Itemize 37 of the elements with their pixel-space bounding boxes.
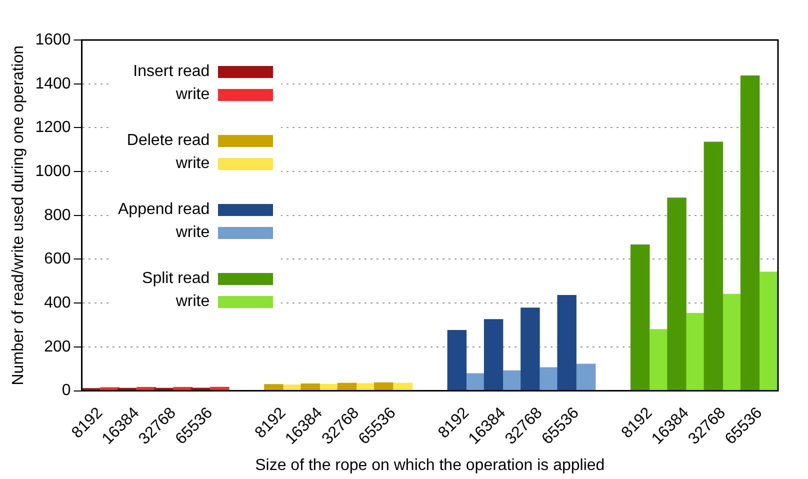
legend-label: write	[176, 224, 210, 242]
bar	[667, 198, 686, 390]
legend-label: Split read	[142, 270, 210, 288]
y-tick-label: 600	[44, 250, 71, 268]
legend-label: Insert read	[133, 62, 210, 80]
bar	[557, 294, 576, 390]
y-tick-label: 200	[44, 338, 71, 356]
legend-label: write	[176, 86, 210, 104]
y-axis-title: Number of read/write used during one operation	[10, 46, 28, 386]
bar	[393, 382, 412, 390]
bar	[740, 76, 760, 390]
y-tick-label: 800	[44, 206, 71, 224]
bar	[447, 330, 467, 390]
y-tick-label: 1000	[35, 162, 71, 180]
legend-label: write	[176, 292, 210, 310]
bar	[686, 312, 706, 390]
bar	[484, 319, 504, 390]
x-axis-title: Size of the rope on which the operation is applied	[255, 456, 605, 474]
bar	[337, 382, 357, 390]
y-tick-label: 1600	[35, 31, 71, 48]
bar	[466, 373, 486, 390]
bar	[190, 388, 210, 390]
y-tick-label: 400	[44, 294, 71, 312]
bar	[520, 308, 540, 390]
bar	[300, 384, 320, 390]
legend-label: Append read	[118, 200, 210, 218]
bar	[760, 272, 778, 390]
bar	[704, 142, 724, 390]
y-tick-label: 1400	[35, 75, 71, 92]
bar	[374, 382, 394, 390]
legend-label: Delete read	[126, 132, 210, 150]
bar	[576, 364, 596, 390]
bar	[630, 244, 650, 390]
y-tick-label: 0	[62, 382, 71, 400]
legend-label: write	[176, 154, 210, 172]
bar	[264, 384, 284, 390]
y-tick-label: 1200	[35, 119, 71, 136]
